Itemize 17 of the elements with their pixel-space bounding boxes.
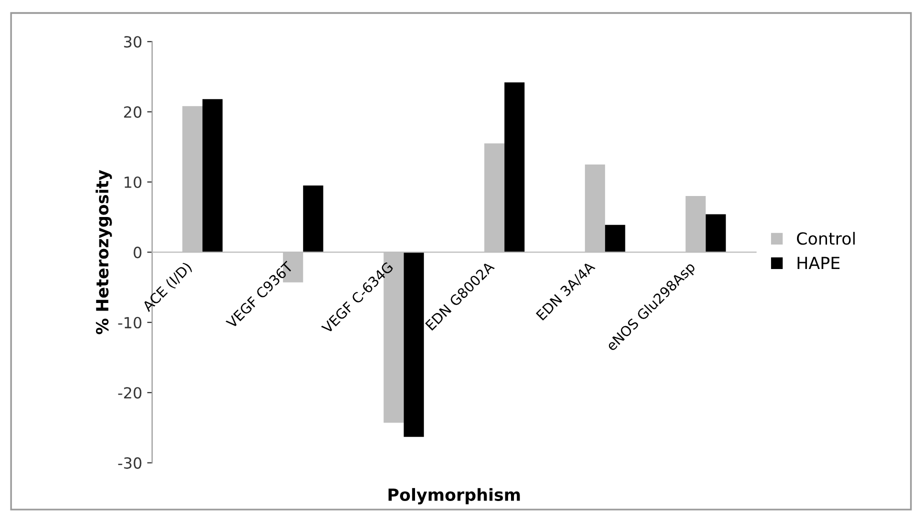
legend-label: Control (796, 232, 855, 245)
x-axis-title: Polymorphism (388, 488, 520, 504)
bar (504, 82, 525, 252)
y-axis-title: % Heterozygosity (96, 170, 112, 334)
legend-label: HAPE (798, 256, 840, 270)
bar (404, 252, 424, 437)
y-tick-label: 30 (124, 36, 142, 48)
y-tick-label: 10 (124, 176, 142, 188)
bar (303, 186, 324, 252)
bar (605, 224, 626, 252)
y-tick-label: -30 (118, 457, 142, 469)
y-tick-label: 0 (134, 246, 142, 258)
y-tick-label: 20 (124, 106, 142, 118)
y-tick-label: -10 (118, 316, 142, 328)
y-tick-label: -20 (118, 387, 142, 399)
bar (202, 99, 223, 252)
bar (706, 214, 726, 252)
